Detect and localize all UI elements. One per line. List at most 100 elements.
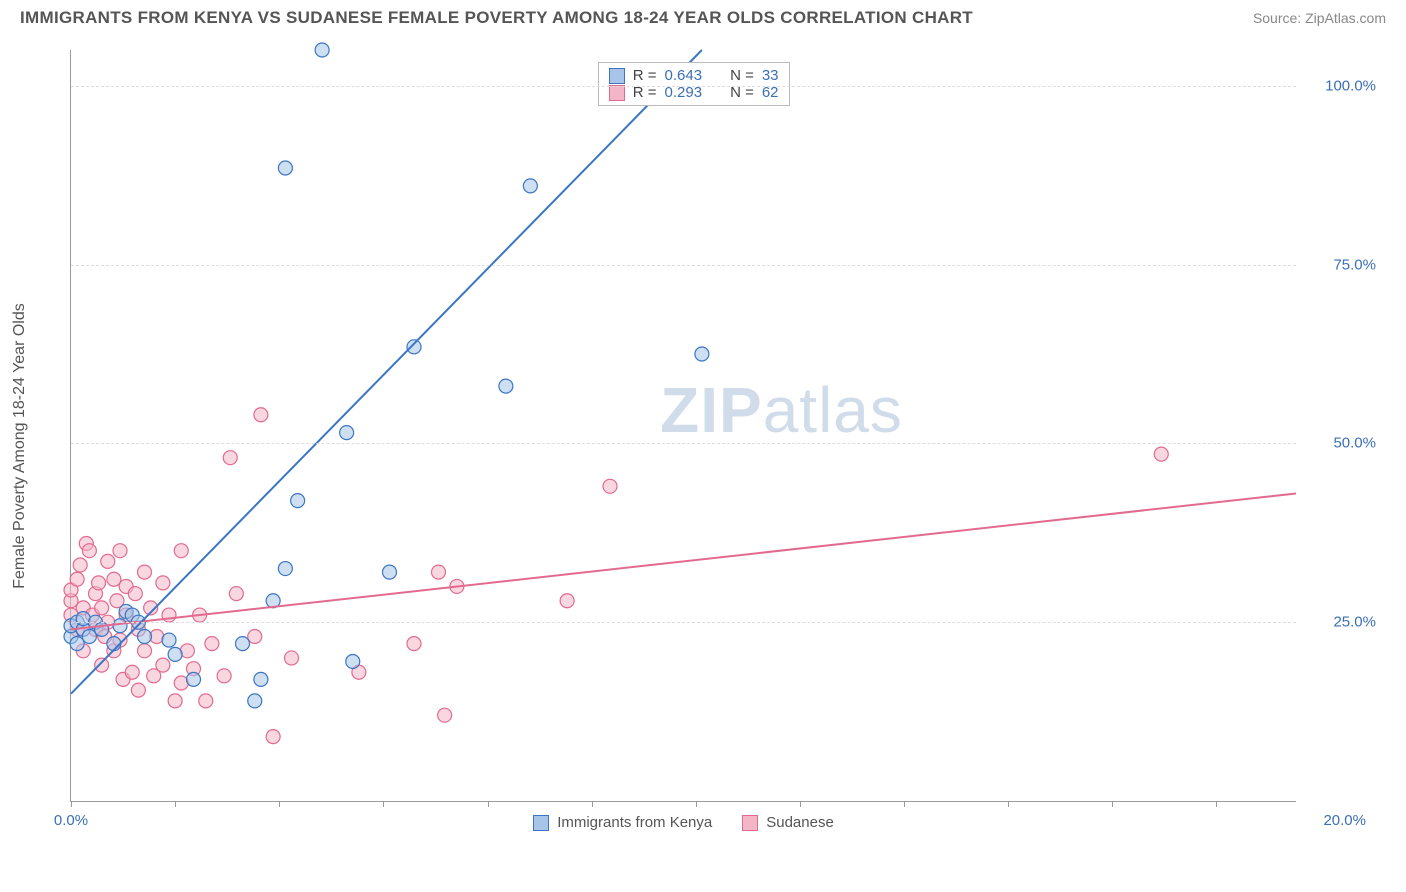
data-point [131,683,145,697]
data-point [113,544,127,558]
data-point [278,161,292,175]
legend-row: R = 0.643 N = 33 [609,67,779,84]
data-point [285,651,299,665]
y-tick-label: 100.0% [1325,77,1376,94]
x-tick [1216,801,1217,807]
source-link[interactable]: ZipAtlas.com [1305,10,1386,26]
data-point [156,658,170,672]
correlation-legend: R =0.643N =33R =0.293N =62 [598,62,790,106]
data-point [168,647,182,661]
x-tick [1112,801,1113,807]
source-credit: Source: ZipAtlas.com [1253,10,1386,26]
data-point [499,379,513,393]
data-point [346,655,360,669]
data-point [107,572,121,586]
data-point [168,694,182,708]
data-point [223,451,237,465]
x-tick [488,801,489,807]
data-point [340,426,354,440]
y-tick-label: 25.0% [1333,614,1376,631]
x-tick [592,801,593,807]
data-point [174,544,188,558]
legend-item: Sudanese [742,814,834,831]
data-point [138,629,152,643]
data-point [254,408,268,422]
gridline [71,622,1296,623]
y-tick-label: 50.0% [1333,435,1376,452]
series-legend: Immigrants from Kenya Sudanese [71,814,1296,831]
y-axis-label: Female Poverty Among 18-24 Year Olds [11,303,29,589]
legend-n-label: N = [730,67,754,84]
legend-swatch [533,815,549,831]
data-point [95,658,109,672]
data-point [278,562,292,576]
data-point [229,587,243,601]
data-point [291,494,305,508]
data-point [266,730,280,744]
x-tick [279,801,280,807]
data-point [156,576,170,590]
x-tick [800,801,801,807]
chart-container: Female Poverty Among 18-24 Year Olds ZIP… [50,40,1386,852]
legend-r-value: 0.643 [665,67,703,84]
page-title: IMMIGRANTS FROM KENYA VS SUDANESE FEMALE… [20,8,973,28]
legend-label: Sudanese [766,814,834,831]
x-tick [1008,801,1009,807]
scatter-svg [71,50,1296,801]
data-point [248,694,262,708]
gridline [71,86,1296,87]
data-point [162,633,176,647]
data-point [407,340,421,354]
data-point [101,554,115,568]
x-tick [904,801,905,807]
regression-line [71,493,1296,629]
data-point [125,665,139,679]
x-tick [383,801,384,807]
data-point [95,601,109,615]
data-point [113,619,127,633]
y-tick-label: 75.0% [1333,256,1376,273]
data-point [1154,447,1168,461]
data-point [248,629,262,643]
legend-n-value: 33 [762,67,779,84]
data-point [236,637,250,651]
data-point [187,672,201,686]
data-point [199,694,213,708]
data-point [92,576,106,590]
data-point [73,558,87,572]
data-point [138,565,152,579]
legend-swatch [609,85,625,101]
data-point [254,672,268,686]
legend-swatch [609,68,625,84]
data-point [70,637,84,651]
data-point [603,479,617,493]
x-tick [175,801,176,807]
data-point [383,565,397,579]
data-point [523,179,537,193]
data-point [695,347,709,361]
gridline [71,443,1296,444]
data-point [315,43,329,57]
data-point [217,669,231,683]
data-point [128,587,142,601]
legend-swatch [742,815,758,831]
legend-label: Immigrants from Kenya [557,814,712,831]
source-label: Source: [1253,10,1305,26]
data-point [82,629,96,643]
legend-r-label: R = [633,67,657,84]
plot-area: ZIPatlas R =0.643N =33R =0.293N =62 0.0%… [70,50,1296,802]
x-axis-max-label: 20.0% [1323,812,1366,829]
legend-item: Immigrants from Kenya [533,814,712,831]
data-point [407,637,421,651]
data-point [138,644,152,658]
data-point [70,572,84,586]
regression-line [71,50,702,694]
data-point [205,637,219,651]
data-point [432,565,446,579]
gridline [71,265,1296,266]
data-point [560,594,574,608]
data-point [82,544,96,558]
data-point [438,708,452,722]
x-tick [71,801,72,807]
x-tick [696,801,697,807]
